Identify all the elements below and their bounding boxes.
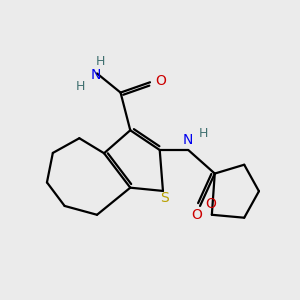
Text: H: H	[95, 55, 105, 68]
Text: H: H	[76, 80, 86, 93]
Text: N: N	[90, 68, 101, 82]
Text: N: N	[183, 133, 194, 147]
Text: S: S	[160, 191, 169, 205]
Text: O: O	[205, 197, 216, 212]
Text: H: H	[198, 127, 208, 140]
Text: O: O	[155, 74, 166, 88]
Text: O: O	[192, 208, 203, 222]
